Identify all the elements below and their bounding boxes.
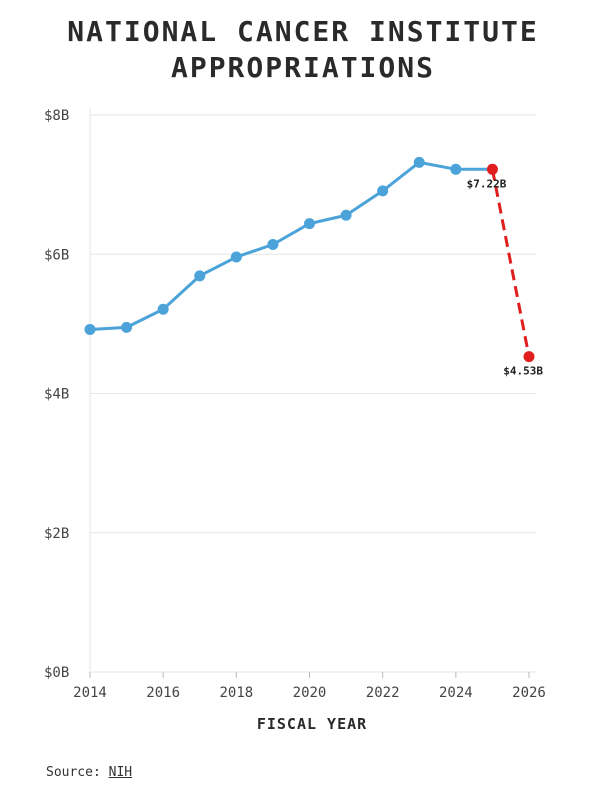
chart-title-line-2: APPROPRIATIONS (170, 51, 435, 84)
y-tick-label: $8B (44, 108, 69, 124)
y-tick-label: $2B (44, 526, 69, 542)
y-tick-label: $0B (44, 665, 69, 681)
data-point (340, 209, 352, 221)
source-label: Source: (46, 765, 101, 780)
x-tick-label: 2018 (219, 685, 253, 701)
x-tick-label: 2014 (73, 685, 107, 701)
data-point (194, 270, 206, 282)
data-point (413, 156, 425, 168)
chart-title-line-1: NATIONAL CANCER INSTITUTE (67, 15, 539, 48)
data-point (157, 303, 169, 315)
data-point (230, 251, 242, 263)
data-point (450, 163, 462, 175)
x-axis-title: FISCAL YEAR (257, 715, 367, 733)
source-link[interactable]: NIH (108, 765, 133, 780)
x-tick-label: 2020 (293, 685, 327, 701)
data-point (267, 239, 279, 251)
source-note: Source: NIH (46, 765, 132, 780)
y-tick-label: $4B (44, 387, 69, 403)
x-tick-label: 2022 (366, 685, 400, 701)
data-point (304, 218, 315, 230)
series-line-projected (490, 169, 531, 357)
data-point (84, 323, 96, 335)
axes: $0B $2B $4B $6B $8B 2014 2016 2018 2020 2022 2024 2… (44, 108, 546, 733)
x-tick-label: 2016 (146, 685, 180, 701)
data-point (121, 321, 133, 333)
series-layer (84, 156, 535, 363)
grid-lines (90, 114, 536, 673)
chart-title: NATIONAL CANCER INSTITUTE APPROPRIATIONS (0, 14, 606, 86)
series-line-actual (88, 160, 494, 331)
labels-layer: $7.22B $4.53B (467, 177, 544, 377)
x-tick-label: 2026 (512, 685, 546, 701)
data-point (377, 185, 389, 197)
data-point-highlight (486, 163, 498, 175)
y-tick-label: $6B (44, 247, 69, 263)
data-label: $7.22B (467, 177, 507, 190)
data-point-highlight (523, 351, 535, 363)
data-label: $4.53B (503, 365, 543, 378)
x-tick-label: 2024 (439, 685, 473, 701)
